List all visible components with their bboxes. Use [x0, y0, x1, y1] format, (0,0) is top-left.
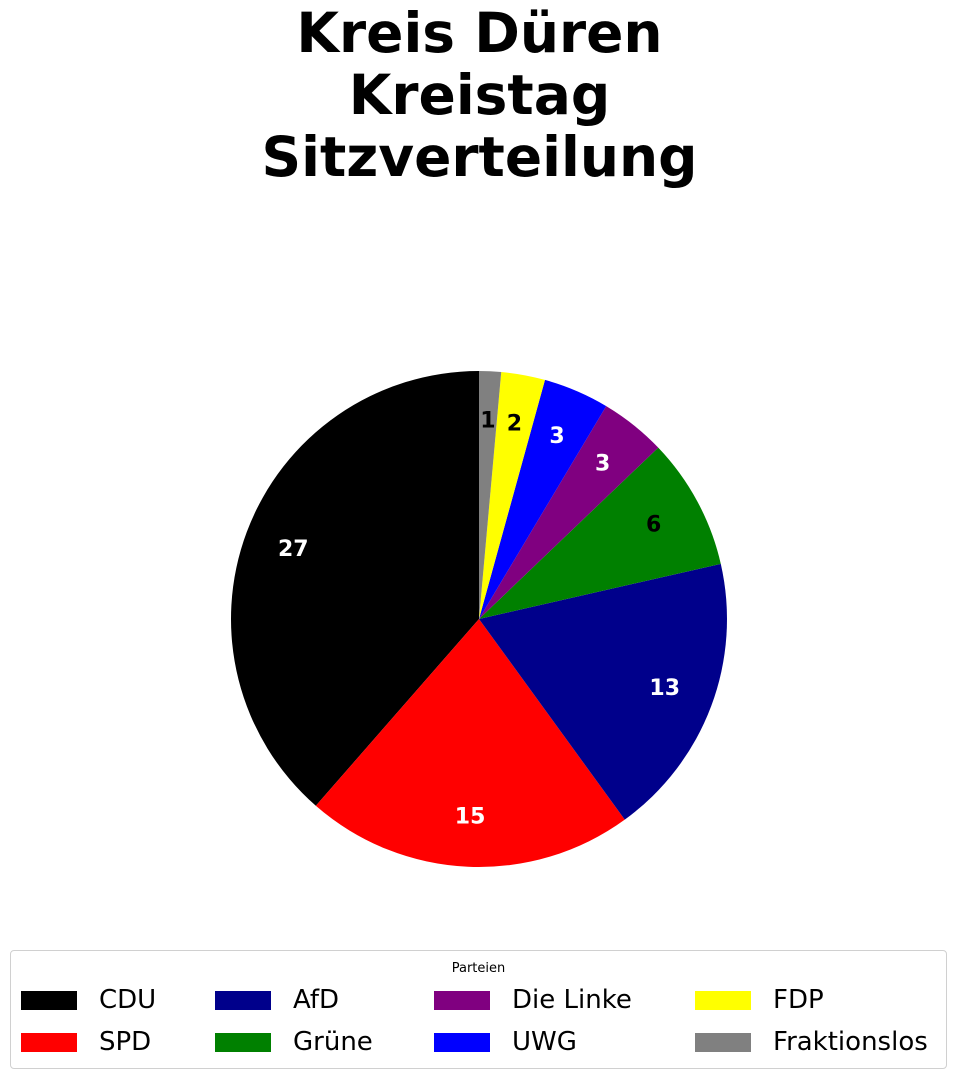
- pie-slice-spd: [315, 619, 625, 867]
- pie-slice-fraktionslos: [479, 371, 502, 619]
- legend-swatch: [21, 1032, 77, 1052]
- legend-item: Fraktionslos: [695, 1027, 928, 1057]
- pie-slice-grüne: [479, 447, 721, 619]
- legend: Parteien CDU SPD AfD Grüne Die Linke UWG FDP Fr…: [10, 950, 947, 1069]
- legend-item: AfD: [215, 985, 339, 1015]
- chart-title: Kreis Düren Kreistag Sitzverteilung: [261, 1, 698, 189]
- legend-item: Grüne: [215, 1027, 373, 1057]
- legend-swatch: [21, 990, 77, 1010]
- legend-label: CDU: [99, 985, 157, 1015]
- pie-slice-afd: [479, 563, 727, 820]
- legend-item: FDP: [695, 985, 824, 1015]
- legend-label: Fraktionslos: [773, 1027, 928, 1057]
- pie-slice-die-linke: [479, 406, 659, 619]
- legend-swatch: [215, 1032, 271, 1052]
- data-label: 13: [649, 676, 680, 701]
- legend-swatch: [434, 1032, 490, 1052]
- legend-title: Parteien: [451, 961, 506, 976]
- legend-item: Die Linke: [434, 985, 632, 1015]
- data-label: 1: [480, 408, 495, 433]
- legend-item: UWG: [434, 1027, 577, 1057]
- pie-slice-fdp: [479, 371, 545, 619]
- pie-slice-cdu: [231, 371, 479, 806]
- data-label: 2: [507, 411, 522, 436]
- legend-swatch: [215, 990, 271, 1010]
- legend-label: Grüne: [293, 1027, 373, 1057]
- data-label: 3: [595, 451, 610, 476]
- data-label: 3: [549, 424, 564, 449]
- data-label: 6: [646, 512, 661, 537]
- legend-label: FDP: [773, 985, 824, 1015]
- legend-swatch: [434, 990, 490, 1010]
- legend-swatch: [695, 1032, 751, 1052]
- legend-label: AfD: [293, 985, 340, 1015]
- legend-label: SPD: [99, 1027, 152, 1057]
- legend-label: UWG: [512, 1027, 577, 1057]
- legend-item: SPD: [21, 1027, 151, 1057]
- data-label: 27: [278, 537, 309, 562]
- pie-slice-uwg: [479, 379, 607, 619]
- legend-swatch: [695, 990, 751, 1010]
- legend-label: Die Linke: [512, 985, 632, 1015]
- data-label: 15: [455, 805, 486, 830]
- legend-item: CDU: [21, 985, 156, 1015]
